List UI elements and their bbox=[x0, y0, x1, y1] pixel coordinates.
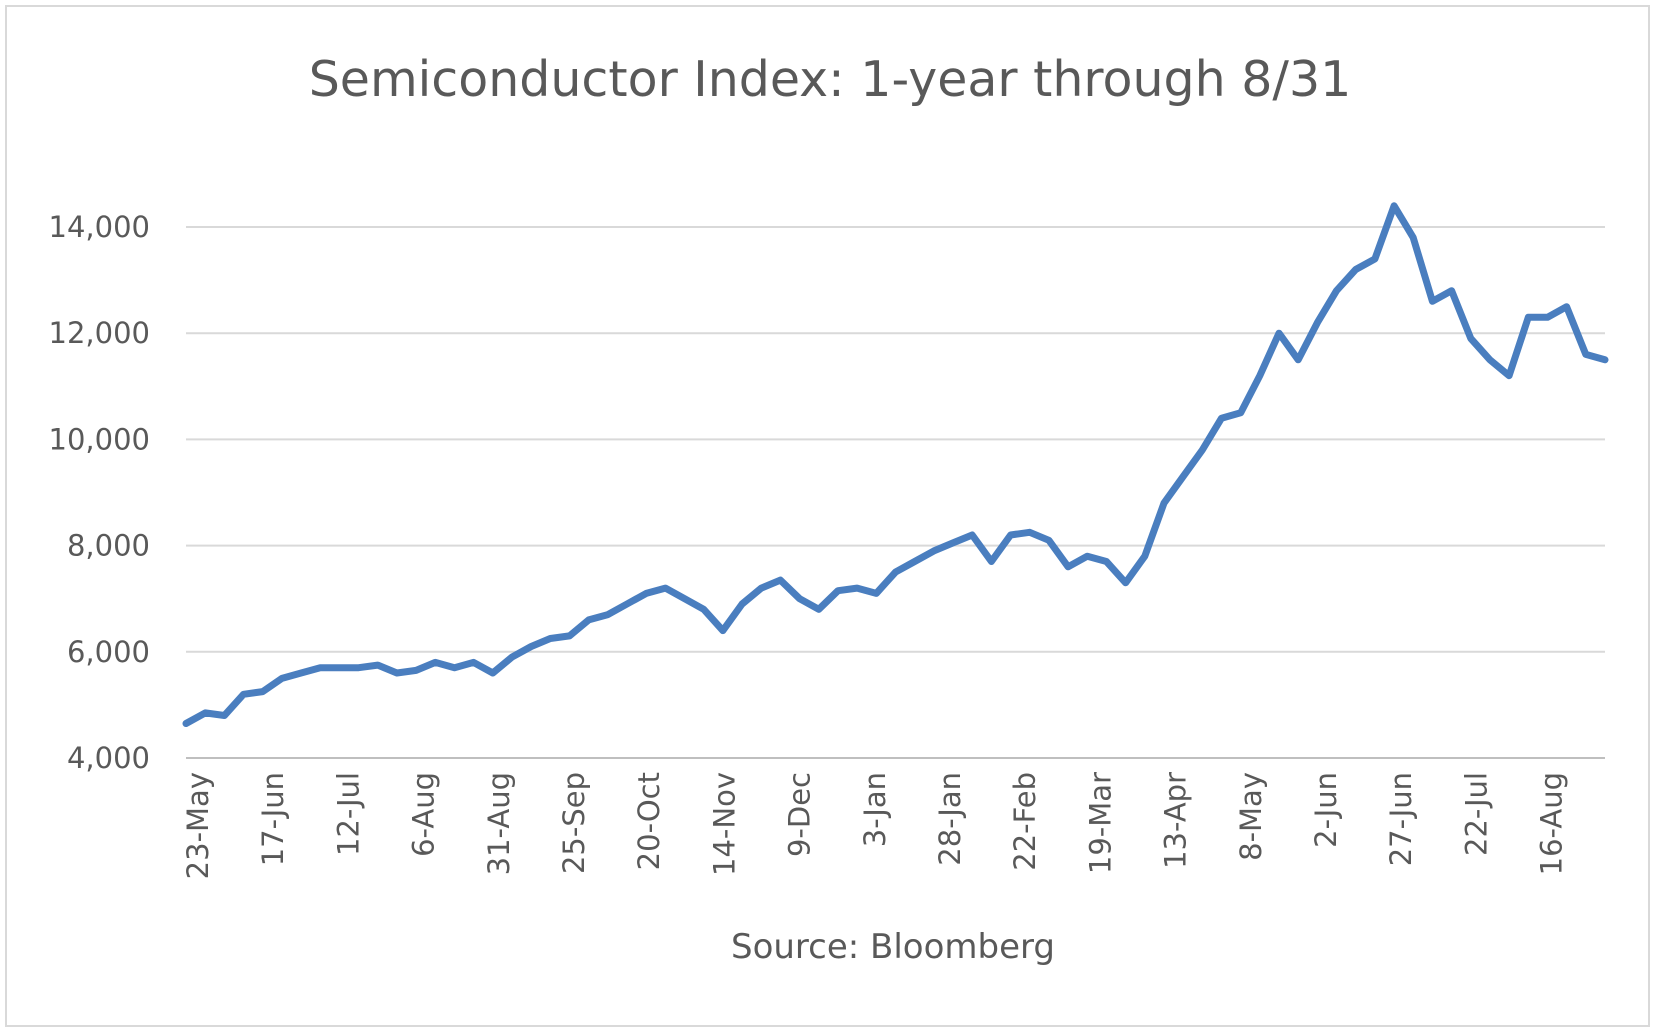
x-tick-label: 25-Sep bbox=[557, 772, 591, 874]
x-tick-label: 19-Mar bbox=[1083, 772, 1117, 874]
y-tick-label: 8,000 bbox=[67, 529, 150, 563]
y-tick-label: 4,000 bbox=[67, 741, 150, 775]
x-axis-tick-labels: 23-May 17-Jun 12-Jul 6-Aug 31-Aug 25-Sep 20-Oc… bbox=[181, 772, 1569, 879]
y-tick-label: 14,000 bbox=[49, 210, 150, 244]
x-tick-label: 14-Nov bbox=[707, 772, 741, 876]
x-tick-label: 31-Aug bbox=[482, 772, 516, 875]
x-tick-label: 2-Jun bbox=[1309, 772, 1343, 848]
x-tick-label: 23-May bbox=[181, 772, 215, 879]
y-tick-label: 10,000 bbox=[49, 422, 150, 456]
x-tick-label: 17-Jun bbox=[256, 772, 290, 866]
x-tick-label: 3-Jan bbox=[858, 772, 892, 847]
x-tick-label: 28-Jan bbox=[933, 772, 967, 866]
series-line bbox=[182, 202, 1609, 727]
x-axis-title: Source: Bloomberg bbox=[731, 927, 1055, 967]
x-tick-label: 20-Oct bbox=[632, 772, 666, 870]
chart-title: Semiconductor Index: 1-year through 8/31 bbox=[309, 51, 1352, 108]
x-tick-label: 8-May bbox=[1234, 772, 1268, 861]
y-tick-label: 12,000 bbox=[49, 316, 150, 350]
gridlines bbox=[186, 226, 1605, 653]
x-tick-label: 16-Aug bbox=[1535, 772, 1569, 875]
x-tick-label: 27-Jun bbox=[1384, 772, 1418, 866]
x-tick-label: 12-Jul bbox=[331, 772, 365, 856]
x-tick-label: 13-Apr bbox=[1159, 772, 1193, 869]
x-tick-label: 6-Aug bbox=[407, 772, 441, 857]
y-axis-tick-labels: 4,000 6,000 8,000 10,000 12,000 14,000 bbox=[49, 210, 150, 775]
x-tick-label: 9-Dec bbox=[783, 772, 817, 857]
y-tick-label: 6,000 bbox=[67, 635, 150, 669]
x-tick-label: 22-Jul bbox=[1459, 772, 1493, 856]
chart-frame bbox=[5, 5, 1650, 1027]
x-tick-label: 22-Feb bbox=[1008, 772, 1042, 871]
